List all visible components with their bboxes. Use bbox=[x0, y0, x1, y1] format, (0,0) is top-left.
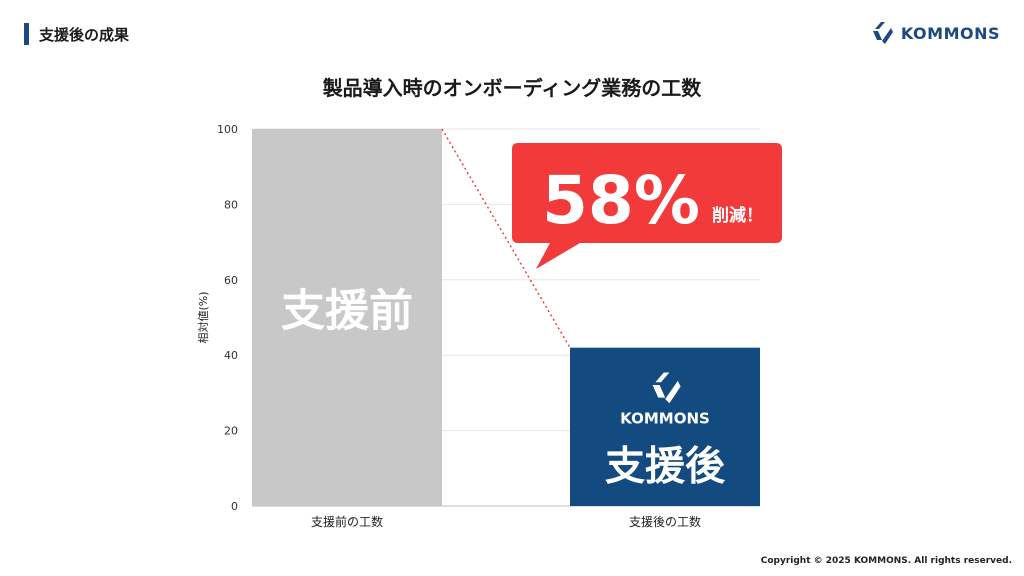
kommons-logo-icon bbox=[652, 372, 681, 404]
bar-1 bbox=[252, 129, 442, 506]
section-header: 支援後の成果 bbox=[24, 22, 129, 46]
bar-brand-name: KOMMONS bbox=[620, 410, 710, 428]
callout-text: 削減！ bbox=[712, 205, 763, 226]
y-axis-label: 相対値(%) bbox=[196, 291, 210, 343]
x-tick-label: 支援前の工数 bbox=[311, 514, 383, 529]
y-tick-label: 60 bbox=[224, 274, 238, 287]
kommons-logo-icon bbox=[872, 22, 893, 44]
copyright: Copyright © 2025 KOMMONS. All rights res… bbox=[760, 556, 1012, 566]
chart-title: 製品導入時のオンボーディング業務の工数 bbox=[322, 76, 702, 100]
y-tick-label: 100 bbox=[217, 123, 238, 136]
reduction-connector bbox=[441, 128, 571, 349]
y-tick-label: 80 bbox=[224, 198, 238, 211]
x-tick-label: 支援後の工数 bbox=[629, 514, 701, 529]
callout-value: 58% bbox=[542, 162, 700, 239]
section-title: 支援後の成果 bbox=[39, 25, 130, 44]
y-tick-label: 40 bbox=[224, 349, 238, 362]
section-accent-bar bbox=[24, 23, 29, 45]
bar-label-after: 支援後 bbox=[605, 444, 726, 490]
brand-logo: KOMMONS bbox=[869, 20, 1000, 46]
y-tick-label: 0 bbox=[231, 500, 238, 513]
y-tick-label: 20 bbox=[224, 425, 238, 438]
brand-name: KOMMONS bbox=[900, 23, 1000, 43]
bar-label-before: 支援前 bbox=[281, 286, 413, 337]
callout-bubble bbox=[512, 143, 782, 269]
